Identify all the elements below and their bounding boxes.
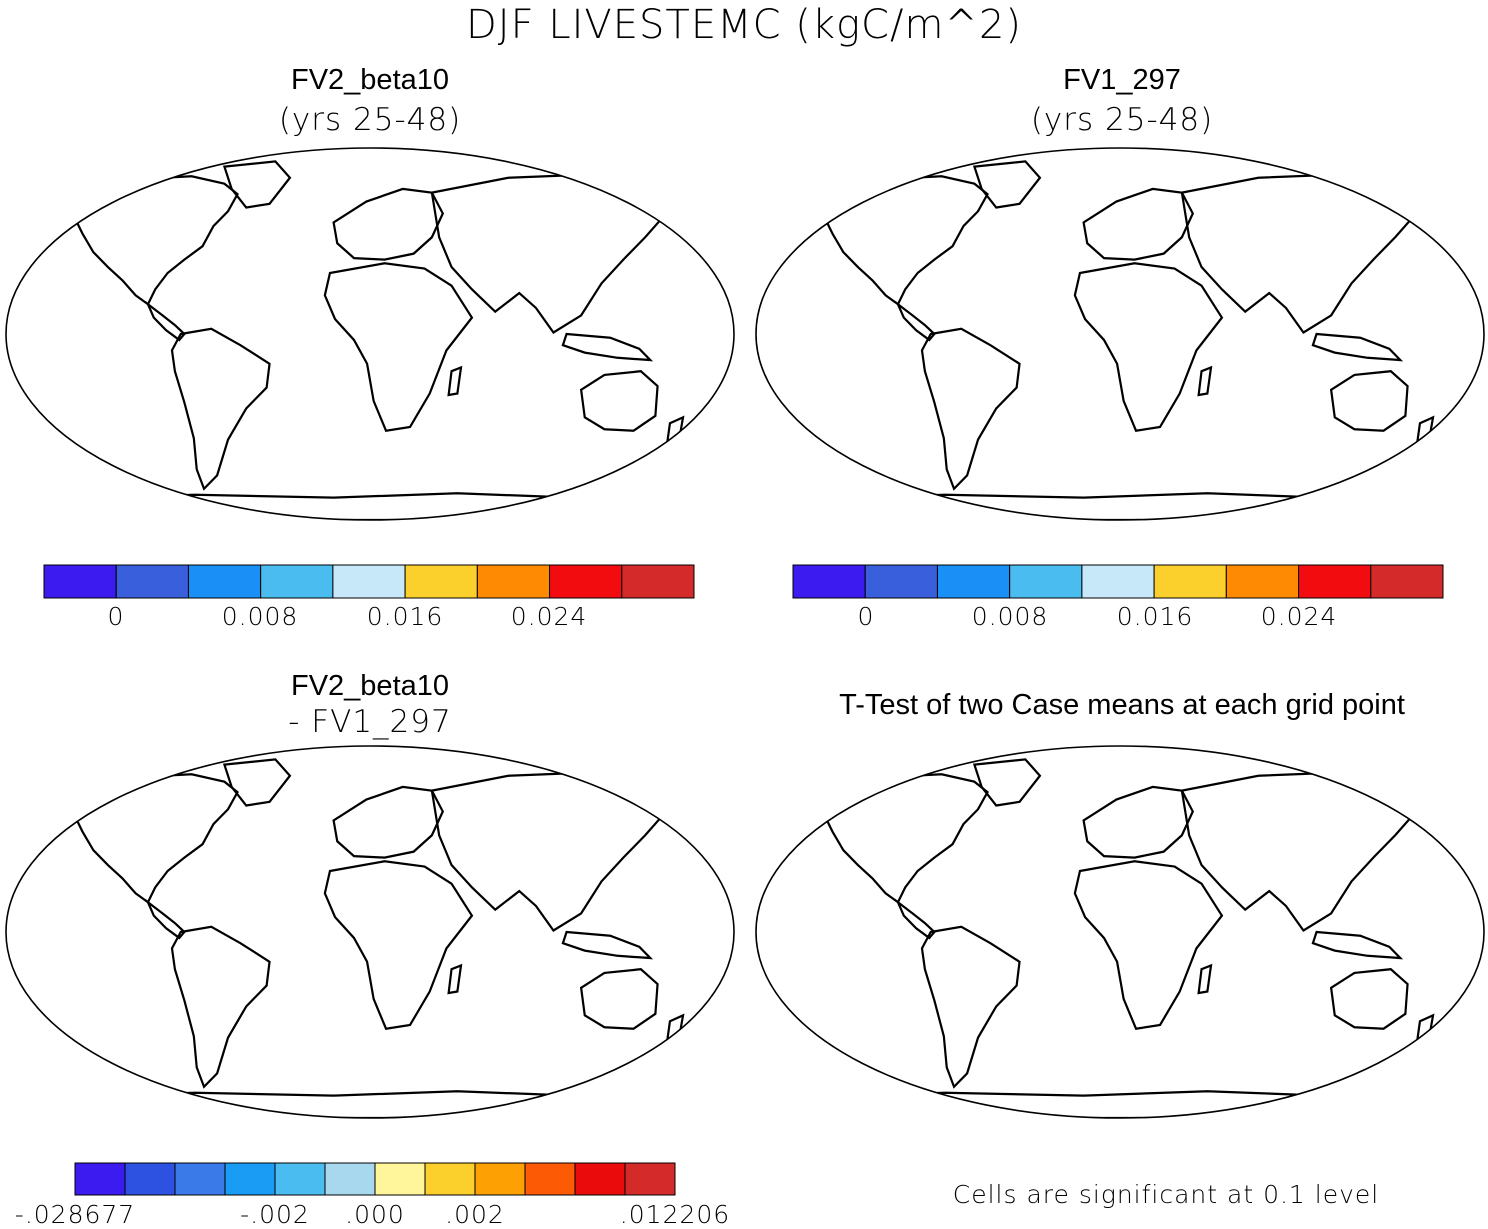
colorbar-swatch [525, 1163, 575, 1195]
colorbar-swatch [175, 1163, 225, 1195]
map-frame [6, 148, 734, 520]
colorbar-swatch [325, 1163, 375, 1195]
colorbar-swatch [1371, 565, 1443, 598]
colorbar-swatch [793, 565, 865, 598]
colorbar-3 [75, 1163, 675, 1195]
colorbar-swatch [1154, 565, 1226, 598]
colorbar-swatch [1082, 565, 1154, 598]
colorbar-swatch [425, 1163, 475, 1195]
colorbar-swatch [625, 1163, 675, 1195]
colorbar-swatch [575, 1163, 625, 1195]
colorbar-swatch [116, 565, 188, 598]
colorbar-swatch [333, 565, 405, 598]
map-frame [756, 746, 1484, 1118]
map-panel-3 [6, 746, 734, 1118]
colorbar-swatch [1010, 565, 1082, 598]
coastline [35, 759, 705, 1118]
colorbar-swatch [75, 1163, 125, 1195]
colorbar-swatch [275, 1163, 325, 1195]
grid-cells [6, 746, 734, 1118]
colorbar-swatch [937, 565, 1009, 598]
colorbar-swatch [1226, 565, 1298, 598]
map-panel-1 [6, 148, 734, 520]
colorbar-swatch [477, 565, 549, 598]
map-panel-2 [756, 148, 1484, 520]
colorbar-swatch [1299, 565, 1371, 598]
colorbar-swatch [405, 565, 477, 598]
colorbar-swatch [550, 565, 622, 598]
map-frame [6, 746, 734, 1118]
coastline [785, 161, 1455, 520]
grid-cells [756, 746, 1484, 1083]
map-frame [756, 148, 1484, 520]
colorbar-1 [44, 565, 694, 598]
colorbar-swatch [188, 565, 260, 598]
colorbar-2 [793, 565, 1443, 598]
grid-cells [756, 148, 1484, 520]
colorbar-swatch [225, 1163, 275, 1195]
colorbar-swatch [622, 565, 694, 598]
coastline [785, 759, 1455, 1118]
colorbar-swatch [261, 565, 333, 598]
colorbar-swatch [44, 565, 116, 598]
colorbar-swatch [475, 1163, 525, 1195]
coastline [35, 161, 705, 520]
grid-cells [6, 148, 734, 520]
colorbar-swatch [865, 565, 937, 598]
colorbar-swatch [375, 1163, 425, 1195]
map-panel-4 [756, 746, 1484, 1118]
colorbar-swatch [125, 1163, 175, 1195]
